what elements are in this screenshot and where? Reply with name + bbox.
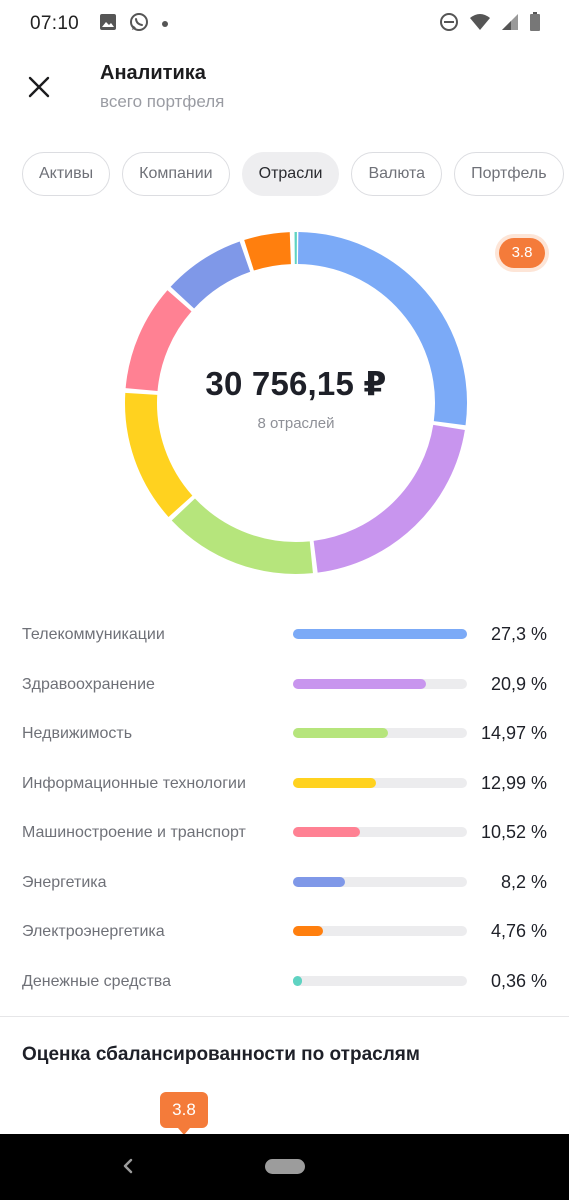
sector-bar-fill (293, 728, 389, 738)
sector-name: Телекоммуникации (22, 626, 165, 643)
donut-segment-6[interactable] (170, 241, 251, 309)
balance-score-badge[interactable]: 3.8 (499, 238, 545, 268)
sector-bar-fill (293, 777, 376, 788)
sector-row[interactable]: Информационные технологии 12,99 % (0, 759, 569, 809)
wifi-icon (469, 13, 491, 36)
donut-segment-4[interactable] (125, 392, 193, 517)
sector-bar-track (293, 926, 467, 936)
sector-bar-track (293, 777, 467, 788)
tabs: Активы Компании Отрасли Валюта Портфель (22, 152, 569, 196)
sector-percent: 4,76 % (490, 921, 547, 941)
sector-donut-chart: 30 756,15 ₽ 8 отраслей (118, 225, 474, 581)
sector-name: Электроэнергетика (22, 923, 165, 940)
donut-segment-3[interactable] (171, 498, 313, 574)
sector-name: Информационные технологии (22, 774, 246, 792)
sector-percent: 12,99 % (480, 772, 547, 793)
portfolio-total: 30 756,15 ₽ (205, 365, 387, 402)
image-icon (99, 13, 117, 36)
sector-name: Денежные средства (22, 972, 171, 990)
sector-percent: 0,36 % (490, 970, 547, 991)
do-not-disturb-icon (439, 12, 459, 37)
donut-center: 30 756,15 ₽ 8 отраслей (118, 225, 474, 581)
tab-sectors[interactable]: Отрасли (241, 152, 340, 196)
donut-segment-7[interactable] (244, 232, 292, 271)
sector-bar-track (293, 728, 467, 738)
page-title: Аналитика (100, 62, 206, 84)
sector-list: Телекоммуникации 27,3 % Здравоохранение 20,… (0, 610, 569, 1006)
divider (0, 1016, 569, 1017)
status-left-icons (99, 12, 169, 37)
sector-percent: 14,97 % (480, 723, 547, 743)
sector-bar-fill (293, 876, 346, 887)
whatsapp-icon (129, 12, 149, 37)
donut-segment-2[interactable] (313, 424, 465, 573)
sector-percent: 10,52 % (480, 822, 547, 842)
sector-row[interactable]: Недвижимость 14,97 % (0, 709, 569, 759)
close-button[interactable] (20, 68, 58, 106)
sector-count: 8 отраслей (257, 415, 335, 432)
sector-bar-fill (293, 926, 324, 936)
sector-name: Недвижимость (22, 725, 133, 742)
page-subtitle: всего портфеля (100, 92, 225, 111)
donut-svg (125, 232, 467, 574)
sector-row[interactable]: Электроэнергетика 4,76 % (0, 907, 569, 957)
sector-bar-track (293, 827, 467, 837)
sector-row[interactable]: Денежные средства 0,36 % (0, 957, 569, 1007)
signal-icon (501, 13, 519, 36)
sector-percent: 20,9 % (490, 673, 547, 694)
status-time: 07:10 (30, 13, 80, 34)
sector-bar-track (293, 629, 467, 639)
donut-segment-1[interactable] (297, 232, 467, 426)
close-icon (28, 76, 50, 98)
sector-percent: 8,2 % (500, 871, 547, 892)
nav-back-button[interactable] (118, 1156, 138, 1176)
nav-home-button[interactable] (265, 1159, 305, 1174)
sector-name: Здравоохранение (22, 675, 155, 693)
sector-bar-fill (293, 975, 302, 986)
sector-row[interactable]: Здравоохранение 20,9 % (0, 660, 569, 710)
status-right-icons (439, 11, 541, 37)
sector-name: Энергетика (22, 873, 107, 891)
sector-name: Машиностроение и транспорт (22, 824, 246, 841)
sector-bar-fill (293, 678, 427, 689)
sector-row[interactable]: Энергетика 8,2 % (0, 858, 569, 908)
header: Аналитика всего портфеля (0, 56, 569, 120)
system-nav-bar (0, 1134, 569, 1200)
status-bar: 07:10 (0, 0, 569, 48)
tab-currency[interactable]: Валюта (351, 152, 443, 196)
sector-bar-fill (293, 827, 361, 837)
tab-assets[interactable]: Активы (22, 152, 111, 196)
sector-bar-track (293, 678, 467, 689)
tab-portfolio[interactable]: Портфель (454, 152, 564, 196)
sector-bar-fill (293, 629, 467, 639)
balance-score-marker: 3.8 (160, 1092, 208, 1135)
sector-bar-track (293, 876, 467, 887)
tab-companies[interactable]: Компании (122, 152, 230, 196)
balance-section-title: Оценка сбалансированности по отраслям (22, 1044, 420, 1065)
sector-percent: 27,3 % (490, 624, 547, 644)
sector-row[interactable]: Телекоммуникации 27,3 % (0, 610, 569, 660)
sector-bar-track (293, 975, 467, 986)
back-chevron-icon (123, 1158, 133, 1174)
battery-icon (529, 11, 541, 37)
dot-icon (161, 15, 169, 33)
sector-row[interactable]: Машиностроение и транспорт 10,52 % (0, 808, 569, 858)
donut-segment-5[interactable] (125, 290, 192, 392)
